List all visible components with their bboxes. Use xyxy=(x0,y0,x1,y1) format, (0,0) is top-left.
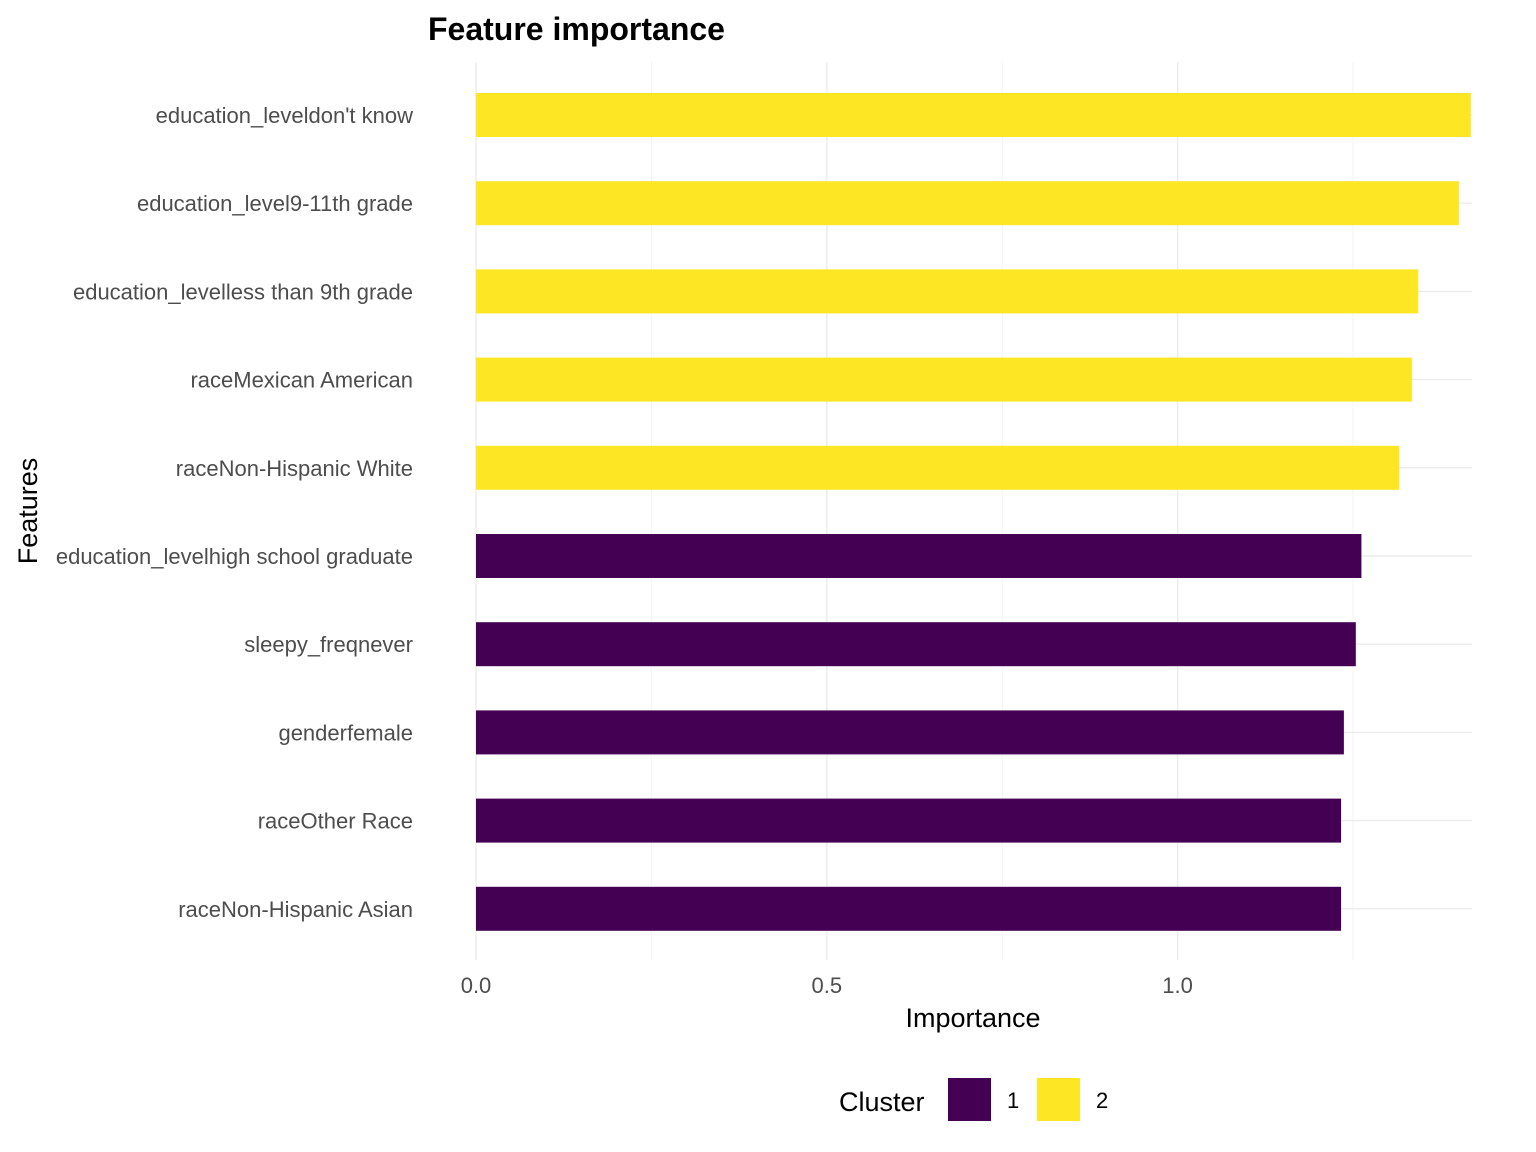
bar xyxy=(476,445,1400,490)
bars-group xyxy=(476,93,1471,931)
chart-title: Feature importance xyxy=(428,11,725,47)
bar xyxy=(476,622,1356,667)
y-tick-label: education_levelhigh school graduate xyxy=(56,544,413,569)
bar xyxy=(476,181,1459,226)
bar xyxy=(476,357,1412,402)
bar xyxy=(476,269,1419,314)
legend-label: 2 xyxy=(1096,1088,1108,1113)
y-tick-label: raceOther Race xyxy=(258,809,413,834)
y-tick-label: education_levelless than 9th grade xyxy=(73,279,413,304)
y-tick-labels: education_leveldon't know education_level… xyxy=(56,103,413,922)
bar xyxy=(476,798,1342,843)
bar xyxy=(476,93,1471,137)
y-axis-title: Features xyxy=(13,458,43,565)
legend-label: 1 xyxy=(1007,1088,1019,1113)
legend-key xyxy=(1037,1078,1080,1121)
bar xyxy=(476,534,1362,578)
y-tick-label: raceNon-Hispanic White xyxy=(176,456,413,481)
legend-title: Cluster xyxy=(839,1087,925,1117)
x-tick-label: 0.5 xyxy=(812,973,843,998)
bar xyxy=(476,886,1342,931)
bar xyxy=(476,710,1344,755)
legend-key xyxy=(948,1078,991,1121)
y-tick-label: raceNon-Hispanic Asian xyxy=(178,897,413,922)
x-tick-label: 0.0 xyxy=(461,973,492,998)
x-tick-label: 1.0 xyxy=(1162,973,1193,998)
x-tick-labels: 0.0 0.5 1.0 xyxy=(461,973,1193,998)
y-tick-label: education_level9-11th grade xyxy=(137,191,413,216)
x-axis-title: Importance xyxy=(905,1003,1040,1033)
y-tick-label: sleepy_freqnever xyxy=(244,632,413,657)
y-tick-label: genderfemale xyxy=(278,720,413,745)
y-tick-label: raceMexican American xyxy=(190,368,413,393)
y-tick-label: education_leveldon't know xyxy=(156,103,413,128)
